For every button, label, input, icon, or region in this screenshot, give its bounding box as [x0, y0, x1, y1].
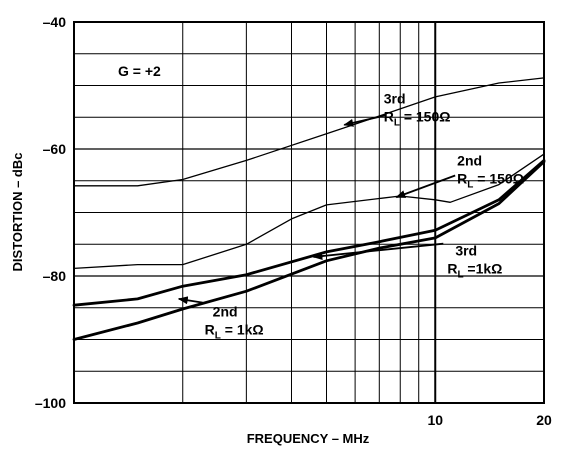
annotation-order-second-1k: 2nd — [213, 304, 238, 320]
annotation-load-third-150: RL = 150Ω — [384, 108, 451, 128]
y-tick-label: –60 — [43, 141, 67, 157]
arrow-third-1k — [312, 242, 444, 261]
series-line-third-1k — [72, 159, 546, 307]
series-line-second-150 — [73, 153, 545, 270]
arrow-second-150 — [395, 174, 456, 199]
series-group — [72, 77, 546, 341]
annotation-order-second-150: 2nd — [457, 153, 482, 169]
annotations: 3rd RL = 150Ω 2nd RL = 150Ω 3rd RL =1kΩ 2nd RL … — [177, 90, 524, 342]
annotation-order-third-150: 3rd — [384, 90, 406, 106]
y-axis-title: DISTORTION – dBc — [10, 153, 25, 272]
plot-frame — [73, 21, 545, 404]
series-line-third-150 — [73, 77, 545, 187]
arrow-second-1k — [177, 296, 203, 305]
grid — [73, 21, 545, 404]
y-tick-label: –100 — [35, 395, 66, 411]
annotation-load-second-150: RL = 150Ω — [457, 171, 524, 191]
arrow-third-150 — [343, 114, 386, 127]
annotation-order-third-1k: 3rd — [455, 243, 477, 259]
x-tick-label: 20 — [536, 412, 552, 428]
x-tick-label: 10 — [427, 412, 443, 428]
x-axis-title: FREQUENCY – MHz — [247, 431, 370, 446]
annotation-load-third-1k: RL =1kΩ — [447, 261, 502, 281]
gain-label: G = +2 — [118, 63, 161, 79]
y-tick-label: –40 — [43, 14, 67, 30]
tick-labels: –40 –60 –80 –100 10 20 — [35, 14, 552, 428]
y-tick-label: –80 — [43, 268, 67, 284]
series-line-second-1k — [72, 160, 546, 341]
annotation-load-second-1k: RL = 1kΩ — [205, 322, 264, 342]
